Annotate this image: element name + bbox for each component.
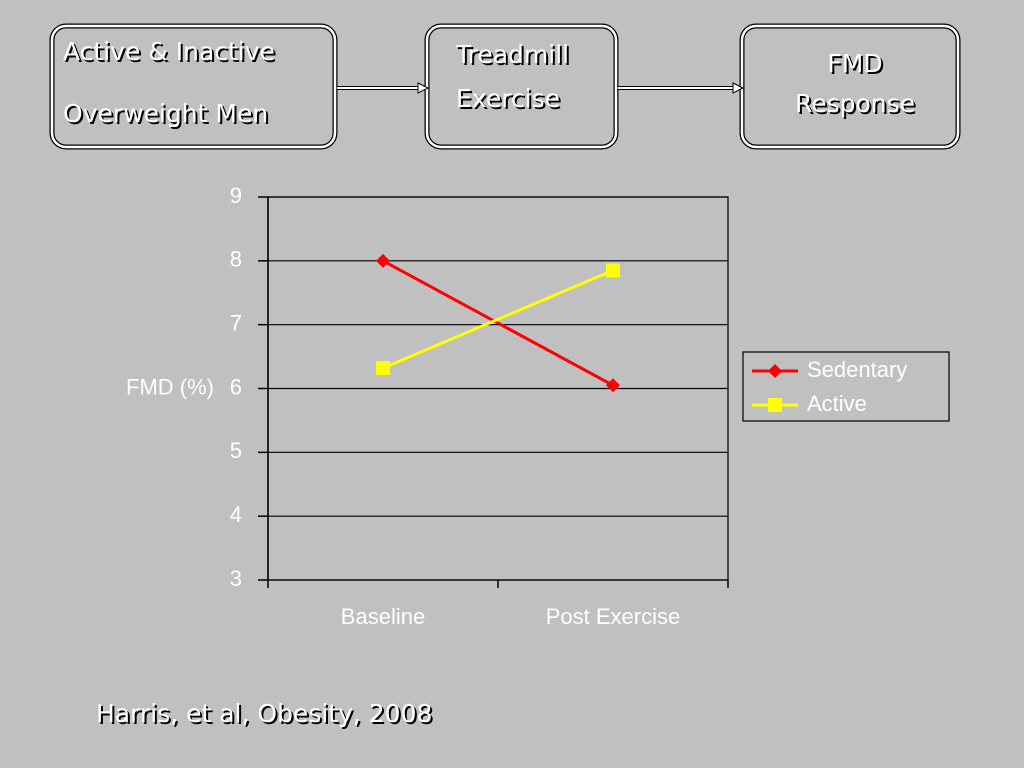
node-label: Exercise (456, 84, 560, 113)
legend-marker (768, 364, 782, 378)
marker (606, 378, 620, 393)
node-label: Active & Inactive (63, 37, 275, 66)
legend-marker (768, 398, 782, 412)
box (425, 24, 618, 149)
box (50, 24, 337, 149)
x-tick-label: Baseline (341, 604, 425, 629)
y-tick-label: 8 (230, 247, 242, 272)
node-label: Response (795, 89, 915, 118)
node-label: FMD (827, 49, 882, 78)
series-line (382, 259, 614, 387)
node-label: Overweight Men (63, 99, 268, 128)
series-line (382, 269, 614, 370)
arrow-head (732, 82, 745, 94)
y-tick-label: 4 (230, 502, 242, 527)
y-tick-label: 3 (230, 566, 242, 591)
node-label: Treadmill (455, 40, 569, 69)
y-tick-label: 9 (230, 183, 242, 208)
marker (606, 263, 620, 278)
x-tick-label: Post Exercise (546, 604, 681, 629)
legend-label: Active (807, 391, 867, 416)
flow-diagram (49, 23, 961, 150)
arrow-head (417, 82, 430, 94)
citation: Harris, et al, Obesity, 2008 (96, 699, 432, 728)
legend-label: Sedentary (807, 357, 907, 382)
marker (376, 361, 390, 376)
y-tick-label: 6 (230, 374, 242, 399)
y-axis-label: FMD (%) (126, 374, 214, 399)
marker (376, 253, 390, 268)
y-tick-label: 5 (230, 438, 242, 463)
box (740, 24, 960, 149)
y-tick-label: 7 (230, 310, 242, 335)
